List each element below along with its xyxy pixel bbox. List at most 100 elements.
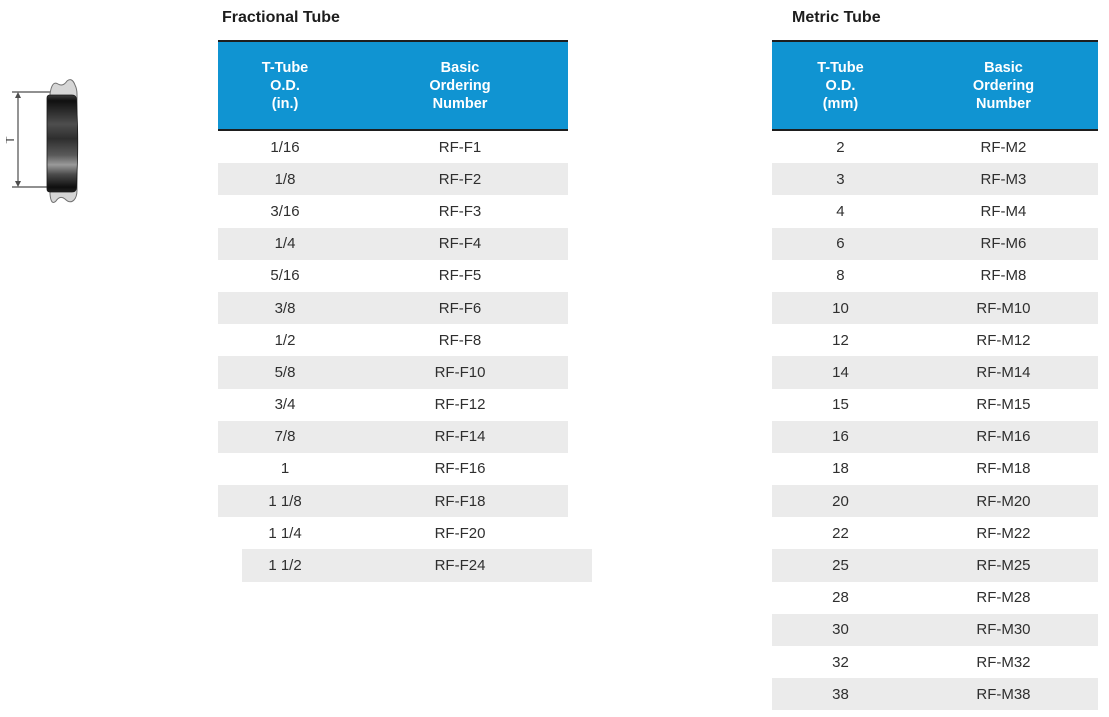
table-cell: 3/16 [270, 202, 300, 220]
fractional-table-title: Fractional Tube [222, 9, 340, 26]
column-header: Basic Ordering Number [972, 59, 1035, 112]
table-cell: 1 1/8 [268, 492, 302, 510]
fractional-tube-section: Fractional Tube T-Tube O.D. (in.) Basic O… [218, 8, 592, 582]
column-header: T-Tube O.D. (mm) [817, 59, 864, 112]
table-cell: 32 [832, 653, 849, 671]
extension-lines [12, 91, 50, 188]
table-row: 30 RF-M30 [772, 613, 1098, 646]
table-header-row: T-Tube O.D. (mm) Basic Ordering Number [772, 40, 1098, 131]
table-row: 1/8 RF-F2 [218, 163, 568, 196]
table-row: 10 RF-M10 [772, 291, 1098, 325]
table-row: 28 RF-M28 [772, 582, 1098, 614]
table-row: 4 RF-M4 [772, 195, 1098, 227]
table-cell: 15 [832, 396, 849, 414]
table-cell: 28 [832, 589, 849, 607]
table-cell: 30 [832, 621, 849, 639]
table-row: 1 1/8 RF-F18 [218, 485, 568, 518]
table-cell: RF-F18 [434, 492, 486, 510]
table-row: 12 RF-M12 [772, 324, 1098, 356]
table-row: 1/16 RF-F1 [218, 131, 568, 163]
table-cell: RF-M8 [980, 267, 1027, 285]
table-cell: RF-M15 [976, 396, 1031, 414]
table-cell: 3 [836, 170, 845, 188]
arrow-down-icon [15, 181, 21, 187]
table-cell: RF-M2 [980, 138, 1027, 156]
table-cell: RF-F2 [438, 170, 482, 188]
table-row: 1/4 RF-F4 [218, 227, 568, 260]
table-cell: 18 [832, 460, 849, 478]
table-row: 20 RF-M20 [772, 485, 1098, 518]
table-cell: RF-F4 [438, 235, 482, 253]
table-row: 5/8 RF-F10 [218, 356, 568, 389]
table-cell: RF-M4 [980, 202, 1027, 220]
table-cell: RF-F20 [434, 524, 486, 542]
table-cell: RF-F5 [438, 267, 482, 285]
table-cell: RF-M30 [976, 621, 1031, 639]
table-cell: RF-M38 [976, 685, 1031, 703]
table-cell: RF-M18 [976, 460, 1031, 478]
table-cell: RF-M28 [976, 589, 1031, 607]
table-cell: 1/8 [274, 170, 296, 188]
table-row: 6 RF-M6 [772, 227, 1098, 260]
table-cell: 1 1/2 [268, 557, 302, 575]
table-cell: 1/16 [270, 138, 300, 156]
metric-tube-table: T-Tube O.D. (mm) Basic Ordering Number 2 RF… [772, 40, 1098, 711]
table-cell: 38 [832, 685, 849, 703]
table-cell: 7/8 [274, 428, 296, 446]
table-cell: RF-F3 [438, 202, 482, 220]
table-cell: 12 [832, 331, 849, 349]
table-row: 14 RF-M14 [772, 356, 1098, 389]
table-cell: 1 1/4 [268, 524, 302, 542]
table-cell: RF-M20 [976, 492, 1031, 510]
table-row: 1 1/2 RF-F24 [218, 549, 592, 582]
table-cell: RF-M10 [976, 299, 1031, 317]
table-row: 5/16 RF-F5 [218, 260, 568, 292]
table-cell: RF-M25 [976, 557, 1031, 575]
ferrule-body [46, 94, 79, 193]
table-cell: 3/4 [274, 396, 296, 414]
table-cell: RF-F10 [434, 363, 486, 381]
table-cell: 22 [832, 524, 849, 542]
dimension-line [15, 92, 21, 187]
arrow-up-icon [15, 92, 21, 98]
table-row: 1 1/4 RF-F20 [218, 517, 568, 549]
table-row: 2 RF-M2 [772, 131, 1098, 163]
table-cell: 8 [836, 267, 845, 285]
table-row: 3/16 RF-F3 [218, 195, 568, 227]
table-row: 1/2 RF-F8 [218, 324, 568, 356]
table-cell: 5/16 [270, 267, 300, 285]
column-header: T-Tube O.D. (in.) [261, 59, 309, 112]
table-cell: 10 [832, 299, 849, 317]
table-cell: RF-M3 [980, 170, 1027, 188]
fractional-tube-table: T-Tube O.D. (in.) Basic Ordering Number 1/… [218, 40, 592, 582]
table-row: 32 RF-M32 [772, 646, 1098, 678]
table-cell: RF-F12 [434, 396, 486, 414]
table-cell: RF-M22 [976, 524, 1031, 542]
table-row: 25 RF-M25 [772, 549, 1098, 582]
table-cell: 1/4 [274, 235, 296, 253]
table-cell: RF-F1 [438, 138, 482, 156]
table-cell: 14 [832, 363, 849, 381]
dimension-label: T [6, 136, 17, 144]
table-cell: RF-M32 [976, 653, 1031, 671]
table-cell: RF-F8 [438, 331, 482, 349]
table-row: 8 RF-M8 [772, 260, 1098, 292]
table-row: 22 RF-M22 [772, 517, 1098, 549]
column-header: Basic Ordering Number [429, 59, 491, 112]
table-cell: RF-M16 [976, 428, 1031, 446]
table-row: 18 RF-M18 [772, 453, 1098, 485]
metric-table-title: Metric Tube [792, 9, 881, 26]
table-cell: 1/2 [274, 331, 296, 349]
table-cell: RF-M6 [980, 235, 1027, 253]
table-cell: RF-M14 [976, 363, 1031, 381]
table-cell: 25 [832, 557, 849, 575]
ferrule-diagram: T [6, 79, 79, 203]
table-row: 16 RF-M16 [772, 420, 1098, 453]
table-row: 7/8 RF-F14 [218, 420, 568, 453]
table-cell: 4 [836, 202, 845, 220]
table-row: 1 RF-F16 [218, 453, 568, 485]
table-row: 3/8 RF-F6 [218, 291, 568, 325]
table-cell: 1 [280, 460, 290, 478]
table-cell: RF-F14 [434, 428, 486, 446]
